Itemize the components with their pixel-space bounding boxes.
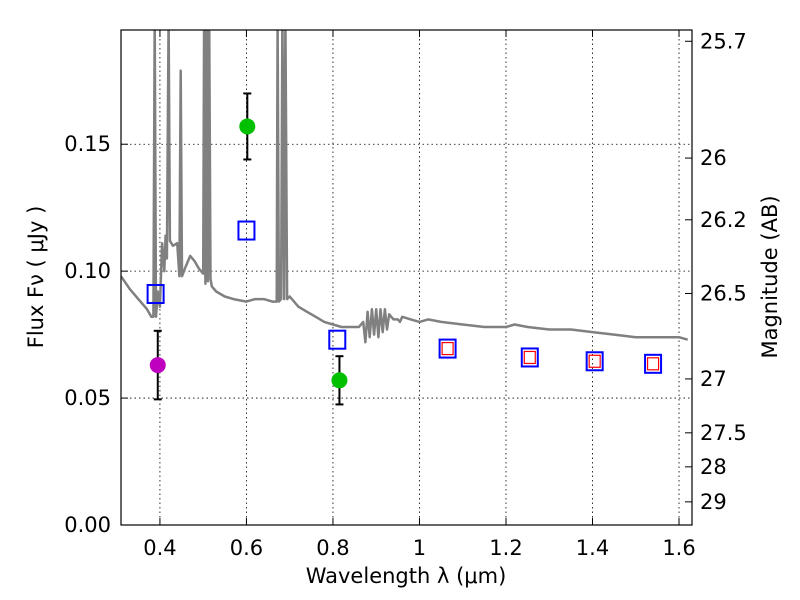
mag-tick-label: 28 (700, 455, 727, 479)
model-bandpass-square (520, 347, 539, 368)
x-tick-label: 1.4 (576, 536, 609, 560)
axis-ticks: 0.4 0.6 0.8 1 1.2 1.4 1.6 0.00 0.05 0.10 0.15 25.7 2… (64, 29, 747, 560)
x-tick-label: 0.4 (143, 536, 176, 560)
model-inner-square (588, 354, 601, 368)
plot-background (121, 30, 692, 525)
y-axis-right-label: Magnitude (AB) (758, 195, 782, 358)
mag-tick-label: 27 (700, 367, 727, 391)
plot-frame (120, 29, 693, 526)
model-bandpass-square (644, 353, 663, 374)
plot-area (121, 30, 689, 406)
x-tick-label: 1 (413, 536, 426, 560)
y-tick-label: 0.05 (64, 386, 111, 410)
mag-tick-label: 26 (700, 146, 727, 170)
observed-point (149, 357, 166, 374)
mag-tick-label: 25.7 (700, 29, 747, 53)
y-tick-label: 0.10 (64, 259, 111, 283)
x-tick-label: 1.2 (489, 536, 522, 560)
mag-tick-label: 29 (700, 490, 727, 514)
model-bandpass-square (585, 351, 604, 372)
model-inner-square (523, 350, 536, 365)
model-bandpass-square (146, 284, 165, 304)
y-axis-label: Flux Fν ( μJy ) (24, 206, 48, 349)
x-tick-label: 0.6 (230, 536, 263, 560)
observed-point (331, 372, 348, 389)
x-axis-label: Wavelength λ (μm) (306, 564, 507, 588)
model-inner-square (646, 357, 660, 371)
mag-tick-label: 26.2 (700, 208, 747, 232)
observed-point (239, 118, 256, 135)
model-inner-square (441, 341, 454, 356)
mag-tick-label: 26.5 (700, 281, 747, 305)
mag-tick-label: 27.5 (700, 421, 747, 445)
y-tick-label: 0.15 (64, 132, 111, 156)
model-sed-curve (121, 30, 689, 344)
model-bandpass-square (328, 329, 347, 350)
y-tick-label: 0.00 (64, 513, 111, 537)
model-bandpass-square (438, 338, 457, 359)
x-tick-label: 0.8 (316, 536, 349, 560)
x-tick-label: 1.6 (662, 536, 695, 560)
model-bandpass-square (237, 220, 256, 241)
